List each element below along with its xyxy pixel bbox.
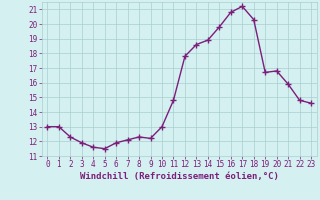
X-axis label: Windchill (Refroidissement éolien,°C): Windchill (Refroidissement éolien,°C) <box>80 172 279 181</box>
